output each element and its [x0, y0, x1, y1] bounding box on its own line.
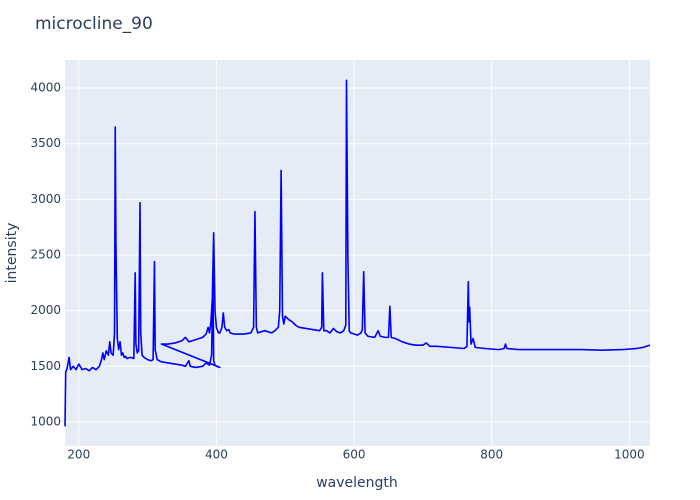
x-tick-label: 200: [67, 448, 90, 462]
x-tick-label: 400: [205, 448, 228, 462]
x-tick-label: 600: [343, 448, 366, 462]
y-tick-label: 2500: [30, 248, 61, 262]
y-tick-label: 3500: [30, 136, 61, 150]
data-line: [64, 79, 651, 427]
x-tick-label: 1000: [614, 448, 645, 462]
y-tick-label: 3000: [30, 192, 61, 206]
x-axis-title: wavelength: [316, 475, 398, 491]
y-axis-title: intensity: [4, 223, 20, 284]
y-tick-label: 1500: [30, 359, 61, 373]
y-tick-label: 2000: [30, 303, 61, 317]
x-tick-label: 800: [480, 448, 503, 462]
chart-title: microcline_90: [35, 14, 153, 34]
y-tick-label: 1000: [30, 414, 61, 428]
plot-area: [65, 60, 650, 446]
y-tick-label: 4000: [30, 81, 61, 95]
